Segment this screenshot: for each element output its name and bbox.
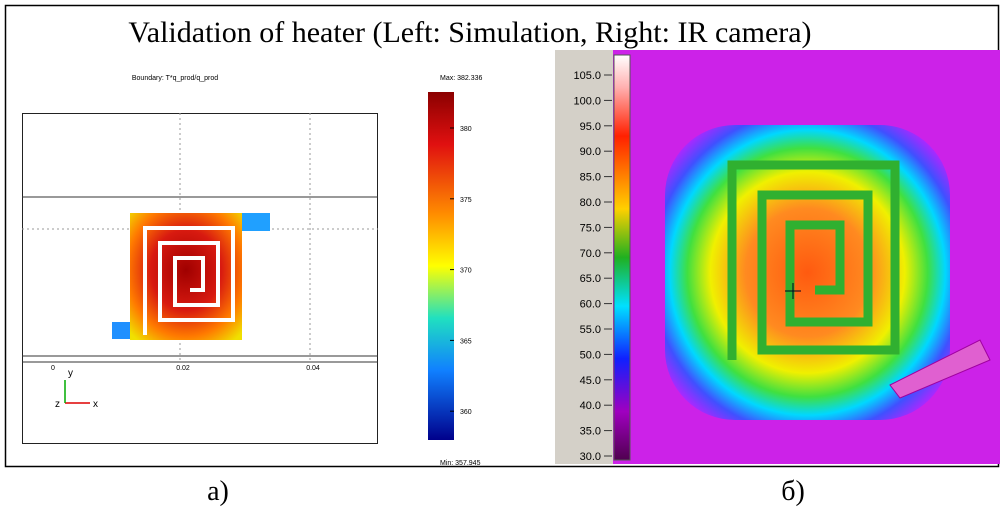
figure-title: Validation of heater (Left: Simulation, … — [128, 16, 811, 49]
heater-tab — [112, 322, 132, 339]
x-tick-label: 0.02 — [176, 365, 190, 372]
ir-ticks: 105.0 100.0 95.0 90.0 85.0 80.0 75.0 70.0 65.0 60… — [573, 70, 612, 463]
max-label: Max: 382.336 — [440, 75, 483, 82]
ir-tick-label: 90.0 — [580, 146, 601, 158]
axis-label: x — [93, 399, 98, 410]
ir-tick-label: 85.0 — [580, 172, 601, 184]
colorbar-ticks: 380 375 370 365 360 — [450, 126, 472, 416]
ir-tick-label: 30.0 — [580, 451, 601, 463]
ir-colorbar — [613, 54, 631, 461]
ir-tick-label: 35.0 — [580, 426, 601, 438]
ir-scale-strip — [555, 50, 613, 464]
ir-tick-label: 40.0 — [580, 400, 601, 412]
ir-tick-label: 50.0 — [580, 349, 601, 361]
caption-right: б) — [781, 476, 805, 507]
x-ticks: 0 0.02 0.04 — [51, 365, 320, 372]
colorbar-tick-label: 365 — [460, 338, 472, 345]
axis-label: y — [68, 368, 73, 379]
min-label: Min: 357.945 — [440, 460, 481, 467]
ir-tick-label: 95.0 — [580, 121, 601, 133]
ir-tick-label: 105.0 — [573, 70, 601, 82]
ir-probe — [889, 339, 991, 399]
boundary-label: Boundary: T*q_prod/q_prod — [132, 75, 218, 82]
heater-tab — [240, 213, 270, 231]
x-tick-label: 0.04 — [306, 365, 320, 372]
colorbar-tick-label: 375 — [460, 197, 472, 204]
ir-tick-label: 45.0 — [580, 375, 601, 387]
colorbar-tick-label: 380 — [460, 126, 472, 133]
ir-tick-label: 80.0 — [580, 197, 601, 209]
colorbar-tick-label: 360 — [460, 409, 472, 416]
ir-tick-label: 100.0 — [573, 95, 601, 107]
ir-spiral — [727, 160, 900, 360]
ir-tick-label: 55.0 — [580, 324, 601, 336]
colorbar-tick-label: 370 — [460, 268, 472, 275]
x-tick-label: 0 — [51, 365, 55, 372]
heater-gap — [143, 226, 235, 335]
ir-tick-label: 70.0 — [580, 248, 601, 260]
caption-left: a) — [207, 476, 229, 507]
ir-tick-label: 65.0 — [580, 273, 601, 285]
sim-colorbar — [428, 92, 454, 440]
ir-tick-label: 60.0 — [580, 299, 601, 311]
axis-label: z — [55, 399, 60, 410]
ir-tick-label: 75.0 — [580, 222, 601, 234]
